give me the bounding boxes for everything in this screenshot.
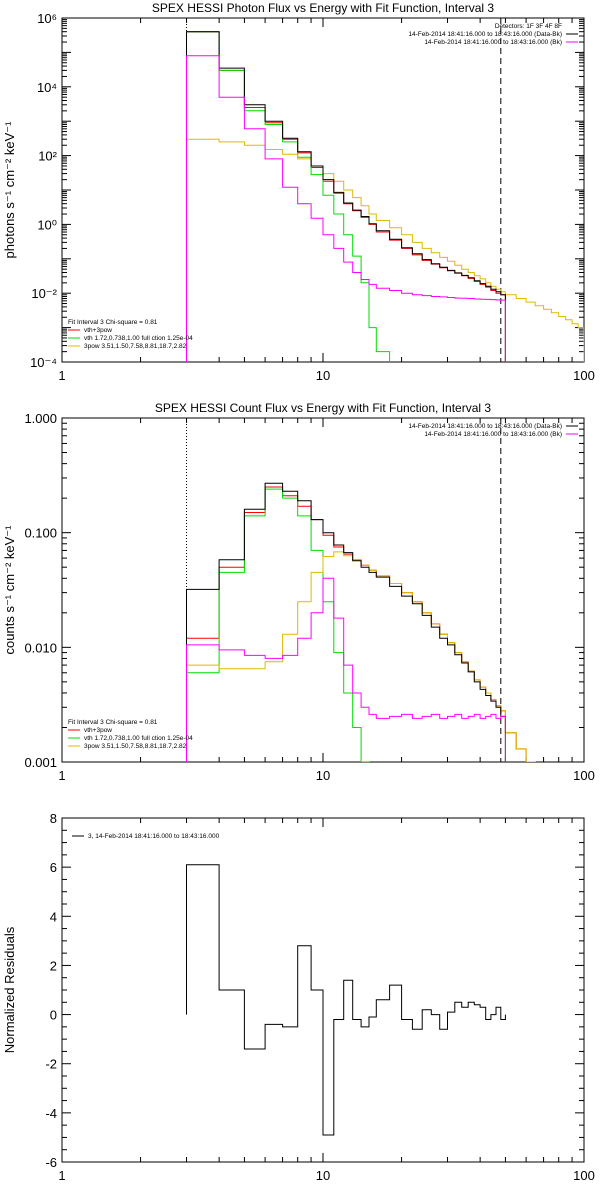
chart-panel-2: 1 10 100 0.001 0.010 0.100 1.000 SPEX HESSI Cou…	[2, 401, 595, 783]
series-line-4	[186, 482, 506, 762]
series-group	[186, 482, 584, 762]
legend-entry: 3pow 3.51,1.50,7.58,8.81,18.7,2.82	[84, 743, 187, 750]
y-tick-label: 2	[50, 958, 57, 973]
legend-entry: vth+3pow	[84, 327, 112, 334]
y-tick-label: 10²	[38, 149, 57, 164]
x-tick-label: 10	[316, 1168, 330, 1183]
legend-entry: Fit Interval 3 Chi-square = 0.81	[68, 319, 158, 326]
y-tick-label: 0.010	[24, 640, 57, 655]
legend-entry: vth 1.72,0.738,1.00 full ction 1.25e-04	[84, 735, 193, 742]
x-tick-label: 1	[58, 1168, 65, 1183]
legend-entry: 14-Feb-2014 18:41:16.000 to 18:43:16.000…	[424, 39, 562, 46]
series-line-1	[186, 31, 506, 362]
y-tick-label: 0.100	[24, 526, 57, 541]
chart-panel-3: 1 10 100 -6 -4 -2 0 2 4 6 8 Normalized Residuals 3, …	[2, 811, 595, 1183]
y-tick-label: 0	[50, 1008, 57, 1023]
x-tick-label: 10	[316, 768, 330, 783]
legend-entry: Detectors: 1F 3F 4F 8F	[495, 23, 562, 30]
series-line-1	[186, 864, 506, 1136]
series-line-5	[186, 55, 506, 362]
y-tick-label: 10⁶	[37, 11, 57, 26]
series-line-4	[186, 31, 506, 362]
y-tick-label: -4	[45, 1106, 57, 1121]
y-tick-label: -6	[45, 1155, 57, 1170]
y-tick-label: 8	[50, 811, 57, 826]
x-tick-label: 100	[573, 1168, 595, 1183]
series-line-1	[186, 486, 584, 762]
y-axis-label: Normalized Residuals	[2, 926, 17, 1053]
y-tick-label: 1.000	[24, 411, 57, 426]
y-tick-label: 6	[50, 860, 57, 875]
y-tick-label: 10⁰	[37, 217, 57, 232]
series-group	[186, 31, 584, 362]
x-tick-label: 1	[58, 368, 65, 383]
y-axis-label: counts s⁻¹ cm⁻² keV⁻¹	[2, 525, 17, 655]
legend-entry: 3, 14-Feb-2014 18:41:16.000 to 18:43:16.…	[88, 833, 220, 840]
y-tick-label: 4	[50, 909, 57, 924]
series-line-3	[186, 551, 584, 762]
x-tick-label: 1	[58, 768, 65, 783]
chart-title: SPEX HESSI Photon Flux vs Energy with Fi…	[152, 1, 494, 15]
legend-entry: 14-Feb-2014 18:41:16.000 to 18:43:16.000…	[408, 423, 562, 430]
series-group	[186, 864, 506, 1136]
y-tick-label: 10⁻²	[31, 286, 57, 301]
y-tick-label: 10⁻⁴	[30, 355, 57, 370]
series-line-2	[186, 31, 413, 362]
series-line-3	[186, 138, 584, 362]
y-tick-label: 0.001	[24, 755, 57, 770]
legend-entry: vth+3pow	[84, 727, 112, 734]
x-tick-label: 10	[316, 368, 330, 383]
x-tick-label: 100	[573, 368, 595, 383]
series-line-5	[186, 577, 506, 762]
chart-panel-1: 1 10 100 10⁻⁴ 10⁻² 10⁰ 10² 10⁴ 10⁶ SPEX HESSI Pho…	[2, 1, 595, 383]
legend-entry: Fit Interval 3 Chi-square = 0.81	[68, 719, 158, 726]
chart-title: SPEX HESSI Count Flux vs Energy with Fit…	[155, 401, 491, 415]
y-tick-label: -2	[45, 1057, 57, 1072]
legend-entry: vth 1.72,0.738,1.00 full ction 1.25e-04	[84, 335, 193, 342]
legend-entry: 3pow 3.51,1.50,7.58,8.81,18.7,2.82	[84, 343, 187, 350]
y-axis-label: photons s⁻¹ cm⁻² keV⁻¹	[2, 121, 17, 259]
legend-entry: 14-Feb-2014 18:41:16.000 to 18:43:16.000…	[424, 431, 562, 438]
y-tick-label: 10⁴	[37, 80, 57, 95]
x-tick-label: 100	[573, 768, 595, 783]
legend-entry: 14-Feb-2014 18:41:16.000 to 18:43:16.000…	[408, 31, 562, 38]
